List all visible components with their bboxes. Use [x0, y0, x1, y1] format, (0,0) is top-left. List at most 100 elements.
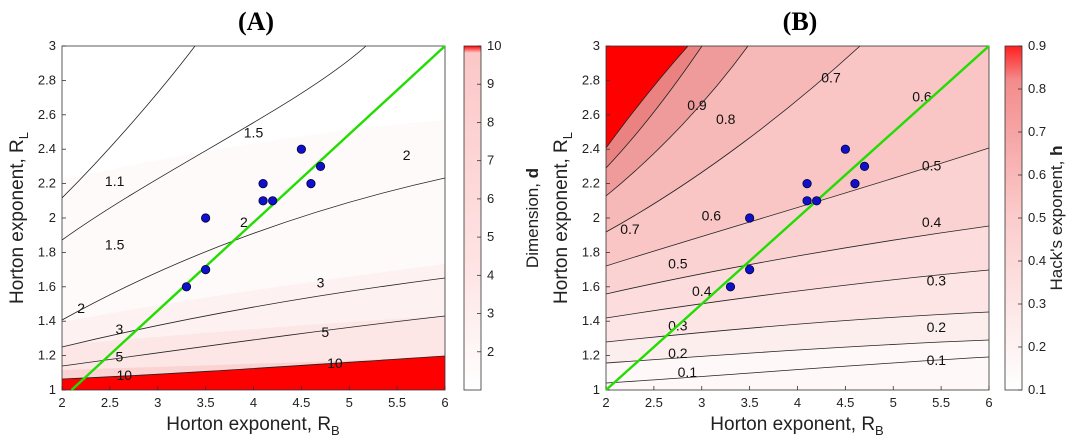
contour-labels-b: 0.90.80.70.60.70.60.50.50.40.40.30.30.20…	[620, 70, 947, 380]
colorbar-label-b: Hack's exponent, h	[1047, 146, 1066, 291]
contour-label: 0.7	[821, 70, 841, 86]
y-tick-label: 2.2	[582, 176, 600, 191]
contour-label: 0.1	[678, 364, 698, 380]
data-point	[745, 264, 755, 275]
colorbar-tick-label: 0.6	[1028, 167, 1046, 182]
x-tick-label: 5	[890, 395, 897, 410]
contour-label: 2	[240, 214, 248, 230]
x-tick-label: 3	[154, 395, 161, 410]
colorbar-a	[463, 45, 482, 391]
reference-line-b	[605, 45, 990, 391]
contour-label: 2	[403, 147, 411, 163]
x-axis-label-b: Horton exponent, RB	[710, 414, 883, 438]
contour-fills-a	[62, 120, 445, 390]
panel-a: (A) 2 2.5 3 3.5 4 4.5 5 5.5 6 1 1.2 1.4 1.6 1.8 2 2.2 2.…	[7, 7, 542, 438]
contour-label: 0.2	[668, 345, 688, 361]
y-tick-label: 3	[49, 38, 56, 53]
contour-label: 0.6	[912, 89, 932, 105]
contour-label: 5	[116, 348, 124, 364]
data-point	[201, 264, 211, 275]
contour-lines-b	[606, 46, 989, 384]
x-tick-label: 5.5	[388, 395, 406, 410]
contour-label: 0.9	[687, 97, 707, 113]
x-tick-label: 2.5	[101, 395, 119, 410]
x-tick-label: 4	[250, 395, 257, 410]
x-tick-label: 6	[441, 395, 448, 410]
y-tick-label: 2.4	[38, 141, 56, 156]
x-tick-label: 2	[602, 395, 609, 410]
colorbar-tick-label: 2	[487, 344, 494, 359]
y-tick-label: 1.6	[582, 279, 600, 294]
y-tick-label: 1.4	[582, 313, 600, 328]
data-point	[745, 213, 755, 223]
x-tick-label: 5.5	[932, 395, 950, 410]
contour-label: 3	[317, 274, 325, 290]
colorbar-label-a: Dimension, d	[523, 168, 542, 268]
data-point	[802, 179, 812, 189]
x-tick-label: 6	[985, 395, 992, 410]
contour-label: 0.4	[922, 214, 942, 230]
data-point	[258, 196, 268, 206]
colorbar-tick-label: 0.5	[1028, 210, 1046, 225]
x-tick-label: 4	[794, 395, 801, 410]
reference-line-a	[70, 45, 446, 391]
colorbar-tick-label: 0.1	[1028, 382, 1046, 397]
x-tick-label: 3.5	[741, 395, 759, 410]
axes-b: 2 2.5 3 3.5 4 4.5 5 5.5 6 1 1.2 1.4 1.6 1.8 2 2.2 2.4 2.6…	[582, 38, 993, 410]
x-tick-label: 2	[58, 395, 65, 410]
data-point	[802, 196, 812, 206]
colorbar-tick-label: 0.7	[1028, 124, 1046, 139]
colorbar-tick-label: 0.3	[1028, 296, 1046, 311]
colorbar-tick-label: 6	[487, 191, 494, 206]
data-point	[315, 161, 326, 171]
y-tick-label: 2	[593, 210, 600, 225]
y-tick-label: 2.8	[582, 72, 600, 87]
y-axis-label-b: Horton exponent, RL	[551, 132, 575, 304]
contour-label: 0.5	[668, 255, 688, 271]
y-tick-label: 1.2	[38, 348, 56, 363]
x-tick-label: 4.5	[292, 395, 310, 410]
contour-label: 10	[116, 367, 132, 383]
y-tick-label: 1	[593, 382, 600, 397]
colorbar-tick-label: 0.4	[1028, 253, 1046, 268]
data-point	[306, 179, 316, 189]
contour-label: 5	[321, 324, 329, 340]
data-point	[840, 144, 850, 154]
y-tick-label: 1	[49, 382, 56, 397]
colorbar-tick-label: 3	[487, 306, 494, 321]
panel-a-title: (A)	[238, 7, 274, 36]
data-point	[296, 144, 306, 154]
colorbar-ticks-b: 0.1 0.2 0.3 0.4 0.5 0.6 0.7 0.8 0.9	[1018, 38, 1046, 397]
x-tick-label: 3.5	[197, 395, 215, 410]
data-point	[725, 282, 736, 292]
data-point	[181, 282, 192, 292]
data-point	[258, 179, 268, 189]
data-point	[268, 196, 278, 206]
contour-label: 0.2	[927, 319, 947, 335]
axes-a: 2 2.5 3 3.5 4 4.5 5 5.5 6 1 1.2 1.4 1.6 1.8 2 2.2 2.4 2.6…	[38, 38, 449, 410]
colorbar-tick-label: 5	[487, 229, 494, 244]
data-marks-b	[605, 45, 990, 391]
y-tick-label: 2.4	[582, 141, 600, 156]
y-tick-label: 2.6	[582, 107, 600, 122]
data-point	[812, 196, 822, 206]
colorbar-tick-label: 0.8	[1028, 81, 1046, 96]
contour-label: 1.1	[105, 173, 125, 189]
contour-label: 0.5	[922, 157, 942, 173]
x-tick-label: 4.5	[836, 395, 854, 410]
x-tick-label: 5	[346, 395, 353, 410]
y-tick-label: 1.8	[582, 244, 600, 259]
x-tick-label: 2.5	[645, 395, 663, 410]
contour-label: 10	[327, 355, 343, 371]
y-axis-label-a: Horton exponent, RL	[7, 132, 31, 304]
colorbar-tick-label: 0.9	[1028, 38, 1046, 53]
contour-label: 0.6	[702, 207, 722, 223]
data-point	[850, 179, 860, 189]
y-tick-label: 1.6	[38, 279, 56, 294]
colorbar-tick-label: 9	[487, 76, 494, 91]
contour-label: 3	[116, 321, 124, 337]
x-tick-label: 3	[698, 395, 705, 410]
colorbar-tick-label: 10	[487, 38, 501, 53]
data-marks-a	[70, 45, 446, 391]
y-tick-label: 1.4	[38, 313, 56, 328]
